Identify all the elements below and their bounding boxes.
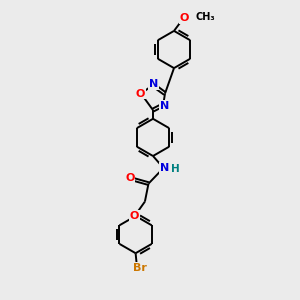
Text: CH₃: CH₃ <box>196 11 215 22</box>
Text: O: O <box>129 211 139 221</box>
Text: O: O <box>136 88 145 99</box>
Text: N: N <box>149 79 158 89</box>
Text: O: O <box>180 13 189 23</box>
Text: N: N <box>160 100 169 110</box>
Text: Br: Br <box>133 262 147 273</box>
Text: N: N <box>160 163 169 173</box>
Text: H: H <box>170 164 179 174</box>
Text: O: O <box>125 173 135 183</box>
